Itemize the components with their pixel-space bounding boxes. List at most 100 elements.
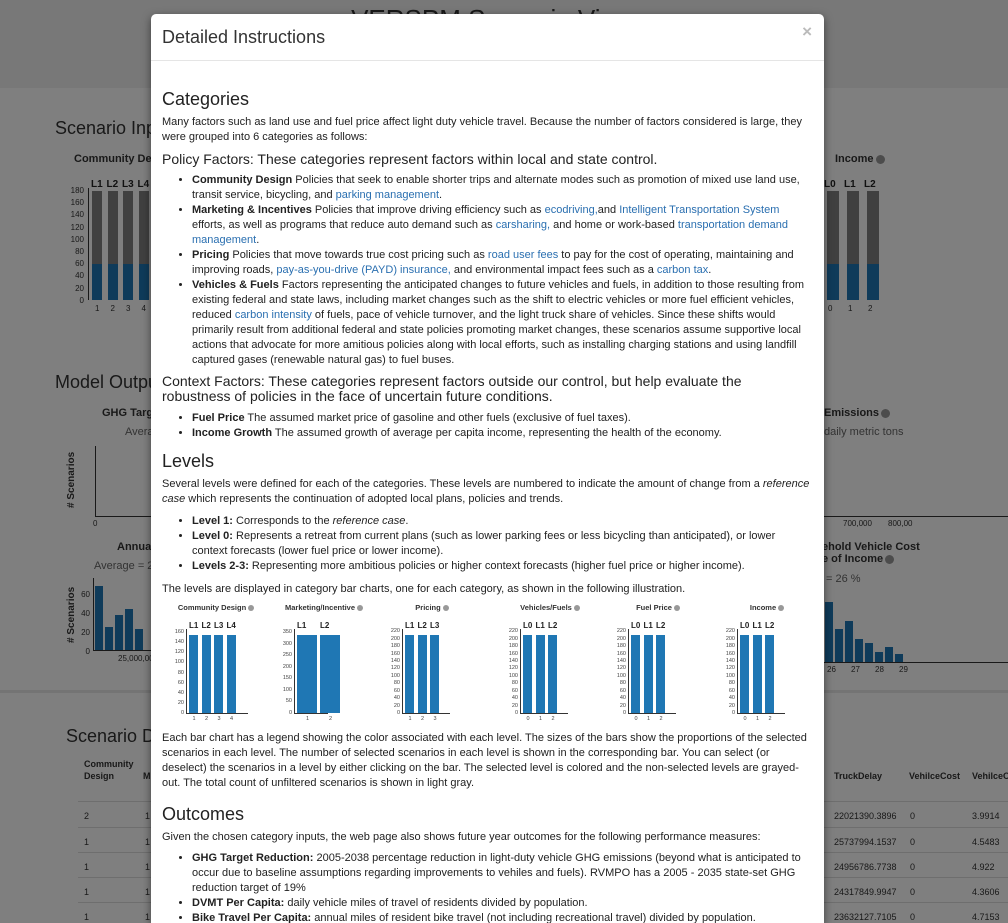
y-tick-label: 20 — [511, 702, 518, 709]
x-tick-label: 3 — [433, 716, 437, 722]
y-tick-label: 160 — [616, 650, 626, 657]
list-item: GHG Target Reduction: 2005-2038 percenta… — [192, 851, 813, 896]
y-tick-label: 220 — [508, 628, 518, 635]
list-item: Level 1: Corresponds to the reference ca… — [192, 514, 813, 529]
y-tick-label: 200 — [725, 635, 735, 642]
categories-intro: Many factors such as land use and fuel p… — [162, 116, 802, 143]
level-bar — [405, 635, 414, 713]
x-axis — [628, 713, 676, 714]
y-tick-label: 0 — [622, 710, 626, 716]
y-tick-label: 0 — [731, 710, 735, 716]
level-legend: L1 — [535, 621, 545, 630]
payd-insurance-link[interactable]: pay-as-you-drive (PAYD) insurance, — [276, 264, 451, 276]
y-tick-label: 120 — [390, 665, 400, 672]
list-item: Level 0: Represents a retreat from curre… — [192, 529, 813, 559]
y-tick-label: 140 — [174, 639, 184, 646]
y-tick-label: 200 — [508, 635, 518, 642]
context-heading: Context Factors: These categories repres… — [162, 373, 742, 404]
close-icon[interactable]: × — [802, 22, 812, 41]
illustration-chart-vehicles-fuels: Vehicles/Fuels 220 200 180 160 140 120 100 80 60 4… — [500, 603, 600, 731]
level-bar — [548, 635, 557, 713]
level-bar — [523, 635, 532, 713]
y-tick-label: 60 — [619, 687, 626, 694]
parking-management-link[interactable]: parking management — [335, 189, 440, 201]
level-bar — [226, 635, 236, 713]
ecodriving-link[interactable]: ecodriving, — [544, 204, 598, 216]
y-tick-label: 50 — [285, 698, 292, 705]
x-tick-label: 2 — [329, 716, 333, 722]
list-item: Fuel Price The assumed market price of g… — [192, 411, 813, 426]
carsharing-link[interactable]: carsharing, — [495, 219, 551, 231]
tdm-link[interactable]: transportation demand management — [192, 219, 788, 246]
x-tick-label: 2 — [205, 716, 209, 722]
levels-intro: Several levels were defined for each of … — [162, 478, 810, 505]
y-tick-label: 200 — [616, 635, 626, 642]
y-tick-label: 140 — [725, 657, 735, 664]
carbon-intensity-link[interactable]: carbon intensity — [234, 309, 312, 321]
level-bar — [417, 635, 427, 713]
y-tick-label: 40 — [177, 689, 184, 696]
info-icon — [673, 605, 680, 612]
level-legend: L0 — [631, 621, 641, 630]
x-tick-label: 2 — [659, 716, 663, 722]
y-tick-label: 350 — [282, 629, 292, 636]
x-tick-label: 0 — [743, 716, 747, 722]
y-tick-label: 80 — [511, 680, 518, 687]
road-user-fees-link[interactable]: road user fees — [487, 249, 559, 261]
info-icon — [442, 605, 449, 612]
modal-title: Detailed Instructions — [162, 27, 326, 47]
level-legend: L0 — [740, 621, 750, 630]
x-tick-label: 4 — [230, 716, 234, 722]
illustration-chart-fuel-price: Fuel Price 220 200 180 160 140 120 100 80 60 40 20 0… — [608, 603, 708, 731]
level-legend: L2 — [417, 621, 427, 630]
y-tick-label: 220 — [390, 628, 400, 635]
y-tick-label: 100 — [282, 686, 292, 693]
x-tick-label: 2 — [551, 716, 555, 722]
instructions-modal: Detailed Instructions × Categories Many … — [151, 14, 824, 923]
level-legend: L2 — [320, 621, 330, 630]
level-legend: L1 — [297, 621, 307, 630]
x-tick-label: 1 — [408, 716, 412, 722]
level-legend: L1 — [752, 621, 762, 630]
info-icon — [357, 605, 364, 612]
y-tick-label: 40 — [619, 695, 626, 702]
illustration-chart-title: Fuel Price — [608, 603, 708, 612]
y-tick-label: 200 — [282, 663, 292, 670]
level-bar — [189, 635, 198, 713]
y-tick-label: 80 — [393, 680, 400, 687]
its-link[interactable]: Intelligent Transportation System — [619, 204, 780, 216]
level-legend: L0 — [523, 621, 533, 630]
level-bar — [430, 635, 439, 713]
levels-displayed-text: The levels are displayed in category bar… — [162, 583, 686, 595]
level-bar — [656, 635, 665, 713]
list-item: Marketing & Incentives Policies that imp… — [192, 203, 813, 248]
x-axis — [186, 713, 248, 714]
y-axis — [294, 629, 295, 713]
x-axis — [402, 713, 450, 714]
y-tick-label: 0 — [180, 710, 184, 716]
y-tick-label: 60 — [728, 687, 735, 694]
y-axis — [737, 629, 738, 713]
info-icon — [778, 605, 785, 612]
x-axis — [737, 713, 785, 714]
y-tick-label: 220 — [725, 628, 735, 635]
y-tick-label: 200 — [390, 635, 400, 642]
x-tick-label: 1 — [647, 716, 651, 722]
level-bar — [214, 635, 223, 713]
y-tick-label: 300 — [282, 640, 292, 647]
x-axis — [294, 713, 328, 714]
y-tick-label: 180 — [616, 643, 626, 650]
list-item: Levels 2-3: Representing more ambitious … — [192, 559, 813, 574]
y-tick-label: 0 — [396, 710, 400, 716]
x-tick-label: 1 — [539, 716, 543, 722]
modal-header: Detailed Instructions × — [151, 14, 824, 61]
y-tick-label: 100 — [174, 659, 184, 666]
level-bar — [535, 635, 545, 713]
list-item: Community Design Policies that seek to e… — [192, 173, 813, 203]
level-bar — [752, 635, 762, 713]
modal-body: Categories Many factors such as land use… — [151, 89, 824, 923]
info-icon — [248, 605, 255, 612]
categories-heading: Categories — [162, 89, 250, 109]
carbon-tax-link[interactable]: carbon tax — [656, 264, 709, 276]
list-item: Vehicles & Fuels Factors representing th… — [192, 278, 813, 368]
